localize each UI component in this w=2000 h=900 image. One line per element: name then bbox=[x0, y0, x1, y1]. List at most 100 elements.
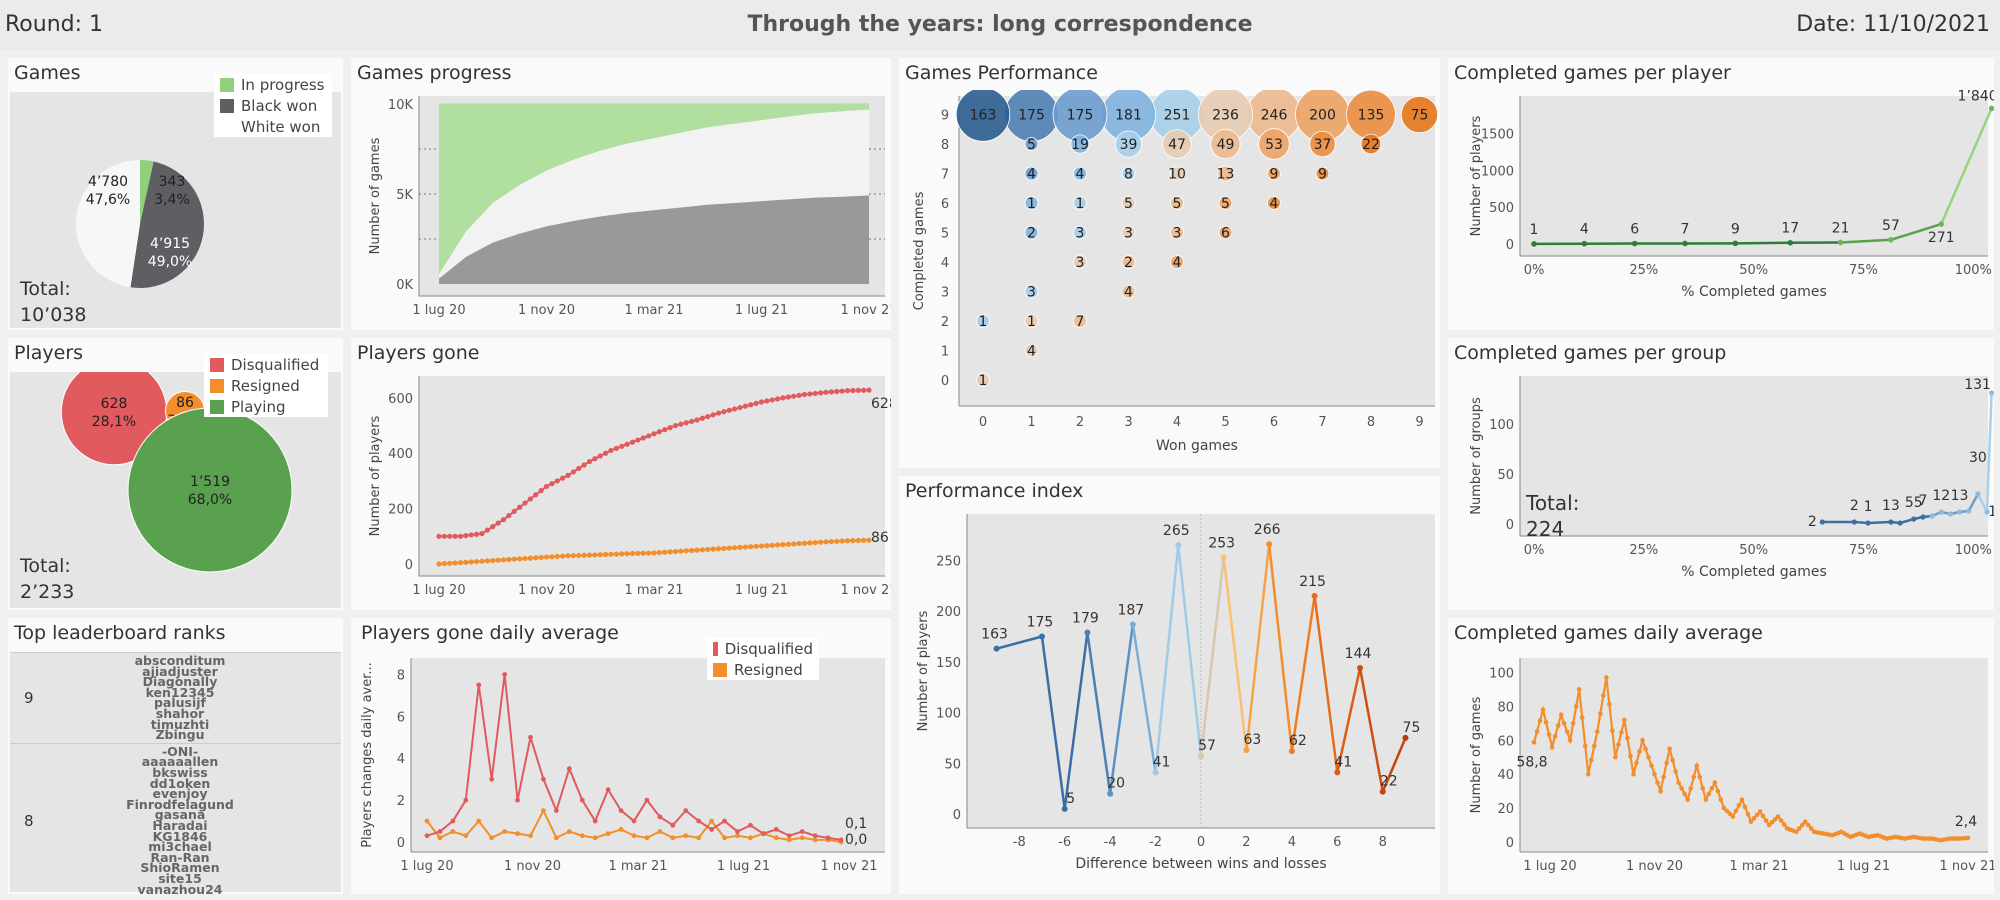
point-value-label: 7 bbox=[1681, 221, 1690, 237]
completed-per-group-panel: Completed games per group 0 50 100 0% 25% 50%… bbox=[1448, 338, 1994, 610]
legend-item[interactable]: White won bbox=[214, 116, 332, 137]
series-point bbox=[1865, 520, 1871, 526]
series-point bbox=[1661, 774, 1666, 780]
legend-item[interactable]: Playing bbox=[204, 396, 328, 417]
series-point bbox=[1311, 592, 1318, 599]
series-point bbox=[1751, 815, 1757, 821]
series-point bbox=[515, 797, 520, 803]
player-name[interactable]: mi3chael bbox=[148, 839, 212, 855]
player-name[interactable]: vanazhou24 bbox=[137, 881, 223, 897]
performance-bubble bbox=[976, 314, 990, 328]
y-axis-label: Number of groups bbox=[1469, 397, 1484, 515]
series-point bbox=[818, 390, 824, 396]
bubble-value-label: 3 bbox=[1027, 285, 1036, 301]
legend-item[interactable]: Disqualified bbox=[707, 638, 819, 659]
player-name[interactable]: ken12345 bbox=[145, 684, 215, 700]
series-point bbox=[479, 558, 485, 564]
player-name[interactable]: dd1oken bbox=[149, 775, 211, 791]
y-tick-label: 3 bbox=[941, 286, 949, 301]
series-point bbox=[1558, 712, 1564, 718]
series-point bbox=[592, 552, 598, 558]
series-point bbox=[855, 537, 861, 544]
player-name[interactable]: Haradai bbox=[152, 817, 208, 833]
series-segment bbox=[1040, 636, 1066, 810]
player-name[interactable]: absconditum bbox=[134, 653, 226, 668]
player-name[interactable]: -ONI- bbox=[161, 743, 199, 759]
series-point bbox=[667, 549, 673, 555]
player-name[interactable]: palusijf bbox=[153, 695, 206, 711]
series-point bbox=[796, 540, 802, 547]
point-value-label: 163 bbox=[981, 627, 1008, 643]
player-name[interactable]: Diagonally bbox=[142, 674, 218, 690]
player-name[interactable]: ajiadjuster bbox=[142, 663, 218, 679]
x-tick-label: 4 bbox=[1288, 835, 1296, 850]
player-name[interactable]: Finrodfelagund bbox=[126, 796, 234, 812]
player-name[interactable]: bkswiss bbox=[152, 764, 208, 780]
performance-bubble bbox=[1121, 225, 1136, 240]
end-value-label: 0,0 bbox=[845, 832, 867, 848]
series-point bbox=[1805, 822, 1811, 828]
player-name[interactable]: aaaaaallen bbox=[141, 754, 219, 770]
x-tick-label: 7 bbox=[1318, 415, 1326, 430]
player-name[interactable]: Zbingu bbox=[155, 727, 205, 743]
bubble-value-label: 5 bbox=[1124, 196, 1133, 212]
player-name[interactable]: timuzhti bbox=[150, 716, 210, 732]
leaderboard-title: Top leaderboard ranks bbox=[14, 622, 226, 644]
series-point bbox=[812, 539, 818, 546]
series-point bbox=[640, 435, 646, 441]
games-title: Games bbox=[14, 62, 81, 84]
legend-item[interactable]: Disqualified bbox=[204, 354, 328, 375]
legend-item[interactable]: In progress bbox=[214, 74, 332, 95]
x-tick-label: 50% bbox=[1739, 543, 1768, 558]
series-point bbox=[624, 551, 630, 557]
series-point bbox=[644, 797, 650, 803]
bubble-value-label: 135 bbox=[1358, 108, 1385, 124]
series-point bbox=[769, 397, 775, 403]
player-name[interactable]: gasana bbox=[154, 807, 206, 823]
player-name[interactable]: site15 bbox=[158, 870, 202, 886]
series-point bbox=[570, 469, 576, 475]
series-point bbox=[1585, 771, 1591, 777]
series-point bbox=[993, 645, 1000, 652]
series-point bbox=[424, 818, 430, 824]
series-point bbox=[1837, 239, 1844, 246]
series-point bbox=[597, 552, 603, 558]
series-point bbox=[543, 554, 550, 560]
player-name[interactable]: KG1846 bbox=[152, 828, 208, 844]
legend-item[interactable]: Resigned bbox=[707, 659, 819, 680]
series-point bbox=[855, 387, 861, 393]
performance-bubble bbox=[1218, 196, 1233, 210]
series-point bbox=[586, 552, 593, 558]
series-point bbox=[1588, 757, 1594, 763]
series-point bbox=[828, 389, 834, 395]
player-name[interactable]: evenjoy bbox=[152, 786, 208, 802]
players-gone-daily-chart: 0 2 4 6 8 1 lug 20 1 nov 20 1 mar 21 1 lug 21 1 n… bbox=[360, 658, 885, 874]
bubble-value-label: 6 bbox=[1221, 226, 1230, 242]
series-point bbox=[1379, 788, 1386, 795]
series-point bbox=[490, 524, 496, 530]
series-point bbox=[489, 835, 495, 841]
performance-bubble bbox=[1073, 225, 1087, 240]
series-point bbox=[1799, 822, 1805, 828]
series-point bbox=[565, 472, 571, 478]
series-point bbox=[1266, 541, 1273, 548]
x-tick-label: 1 lug 20 bbox=[412, 303, 465, 318]
leaderboard-table: 9 absconditum ajiadjuster Diagonally ken1234… bbox=[10, 652, 341, 895]
chart-title: Completed games daily average bbox=[1454, 622, 1763, 644]
performance-bubble bbox=[1162, 129, 1192, 159]
player-name[interactable]: ShioRamen bbox=[140, 860, 220, 876]
legend-item[interactable]: Black won bbox=[214, 95, 332, 116]
performance-index-panel: Performance index 0 50 100 150 200 250 -8 -6 -4-… bbox=[899, 476, 1440, 894]
series-point bbox=[646, 433, 652, 439]
series-point bbox=[823, 389, 829, 395]
x-tick-label: 1 lug 21 bbox=[735, 303, 788, 318]
series-point bbox=[1604, 675, 1609, 680]
y-tick-label: 600 bbox=[388, 392, 413, 407]
y-tick-label: 250 bbox=[936, 554, 961, 569]
series-point bbox=[726, 545, 732, 551]
player-name[interactable]: shahor bbox=[155, 706, 205, 721]
player-name[interactable]: Ran-Ran bbox=[150, 849, 210, 865]
legend-item[interactable]: Resigned bbox=[204, 375, 328, 396]
series-point bbox=[1531, 241, 1537, 247]
series-point bbox=[678, 548, 684, 554]
